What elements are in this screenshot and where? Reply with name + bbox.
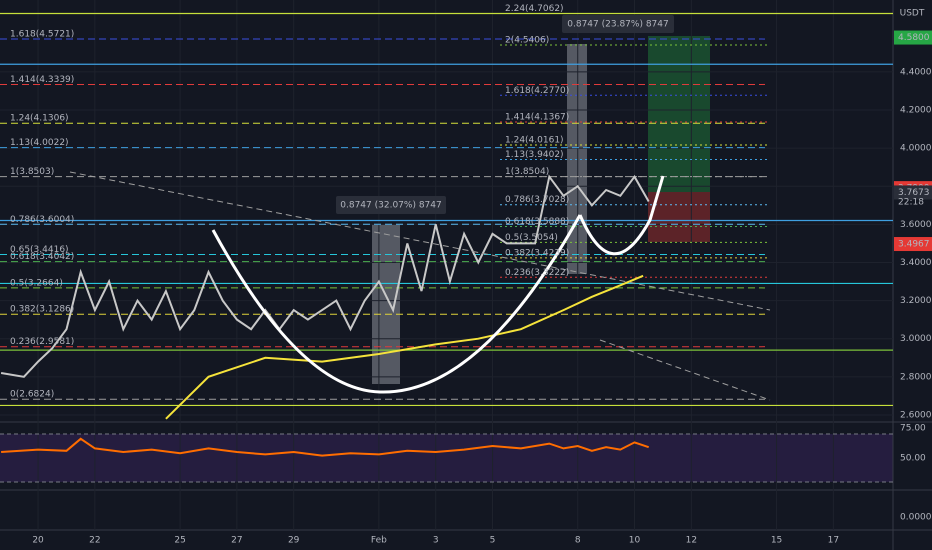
fib-label: 0.786(3.6004): [10, 215, 74, 225]
handle-curve: [578, 175, 665, 256]
fib-label: 0.5(3.2664): [10, 278, 63, 288]
fib-label: 1(3.8504): [505, 167, 549, 177]
price-tag-label: 3.4967: [898, 240, 930, 250]
fib-label: 0(2.6824): [10, 390, 54, 400]
fib-label: 0.65(3.4416): [10, 245, 69, 255]
x-tick-label: 27: [231, 536, 242, 546]
x-tick-label: 5: [490, 536, 496, 546]
fib-label: 0.618(3.4042): [10, 252, 74, 262]
fib-label: 2(4.5406): [505, 36, 549, 46]
x-tick-label: 15: [771, 536, 782, 546]
fib-label: 1.24(4.1306): [10, 114, 69, 124]
fib-label: 1.24(4.0161): [505, 136, 564, 146]
price-tag: [894, 237, 932, 252]
x-tick-label: 10: [629, 536, 641, 546]
fib-label: 1.13(3.9402): [505, 150, 564, 160]
y-tick-label: 3.2000: [900, 296, 932, 306]
measure-box: [372, 224, 400, 384]
fib-label: 0.618(3.5888): [505, 217, 569, 227]
fib-label: 1.414(4.3339): [10, 75, 74, 85]
fib-label: 1.414(4.1367): [505, 113, 569, 123]
x-tick-label: 22: [89, 536, 100, 546]
fib-label: 0.382(3.4239): [505, 248, 569, 258]
price-line: [1, 437, 650, 457]
fib-label: 0.382(3.1286): [10, 305, 74, 315]
price-line: [165, 274, 644, 420]
annotation-box: [336, 196, 446, 214]
unit-label: USDT: [900, 9, 925, 19]
x-tick-label: 3: [433, 536, 439, 546]
y-tick-label: 3.0000: [900, 334, 932, 344]
y-tick-label: 2.6000: [900, 410, 932, 420]
y-tick-label: 50.00: [900, 454, 926, 464]
y-tick-label: 2.8000: [900, 372, 932, 382]
x-tick-label: 29: [288, 536, 300, 546]
x-tick-label: 12: [686, 536, 697, 546]
cup-curve: [211, 214, 582, 394]
fib-label: 0.236(2.9581): [10, 337, 74, 347]
x-tick-label: 8: [575, 536, 581, 546]
fib-label: 2.24(4.7062): [505, 4, 564, 14]
fib-label: 0.236(3.3222): [505, 268, 569, 278]
fib-label: 1.618(4.5721): [10, 30, 74, 40]
annotation: 0.8747 (23.87%) 8747: [567, 20, 668, 30]
y-tick-label: 0.0000: [900, 513, 932, 523]
price-tag: [894, 30, 932, 45]
x-tick-label: 25: [174, 536, 185, 546]
x-tick-label: 17: [828, 536, 839, 546]
fib-label: 0.786(3.7028): [505, 195, 569, 205]
trendline: [599, 339, 771, 401]
countdown: 22:18: [898, 198, 924, 208]
y-tick-label: 3.4000: [900, 258, 932, 268]
y-tick-label: 3.6000: [900, 220, 932, 230]
y-tick-label: 75.00: [900, 424, 926, 434]
price-tag: [894, 185, 932, 200]
y-tick-label: 4.2000: [900, 105, 932, 115]
annotation: 0.8747 (32.07%) 8747: [340, 201, 441, 211]
annotation-box: [562, 15, 674, 33]
loss-zone: [648, 192, 710, 242]
y-tick-label: 4.4000: [900, 67, 932, 77]
fib-label: 1.618(4.2770): [505, 86, 569, 96]
trendline: [69, 171, 771, 311]
y-tick-label: 4.0000: [900, 144, 932, 154]
fib-label: 1(3.8503): [10, 167, 54, 177]
price-tag-label: 3.7673: [898, 188, 930, 198]
fib-label: 1.13(4.0022): [10, 138, 69, 148]
profit-zone: [648, 36, 710, 192]
fib-label: 0.5(3.5054): [505, 233, 558, 243]
rsi-band: [0, 434, 893, 482]
x-tick-label: 20: [32, 536, 44, 546]
price-tag-label: 4.5800: [898, 33, 930, 43]
price-line: [0, 174, 650, 378]
x-tick-label: Feb: [371, 536, 387, 546]
